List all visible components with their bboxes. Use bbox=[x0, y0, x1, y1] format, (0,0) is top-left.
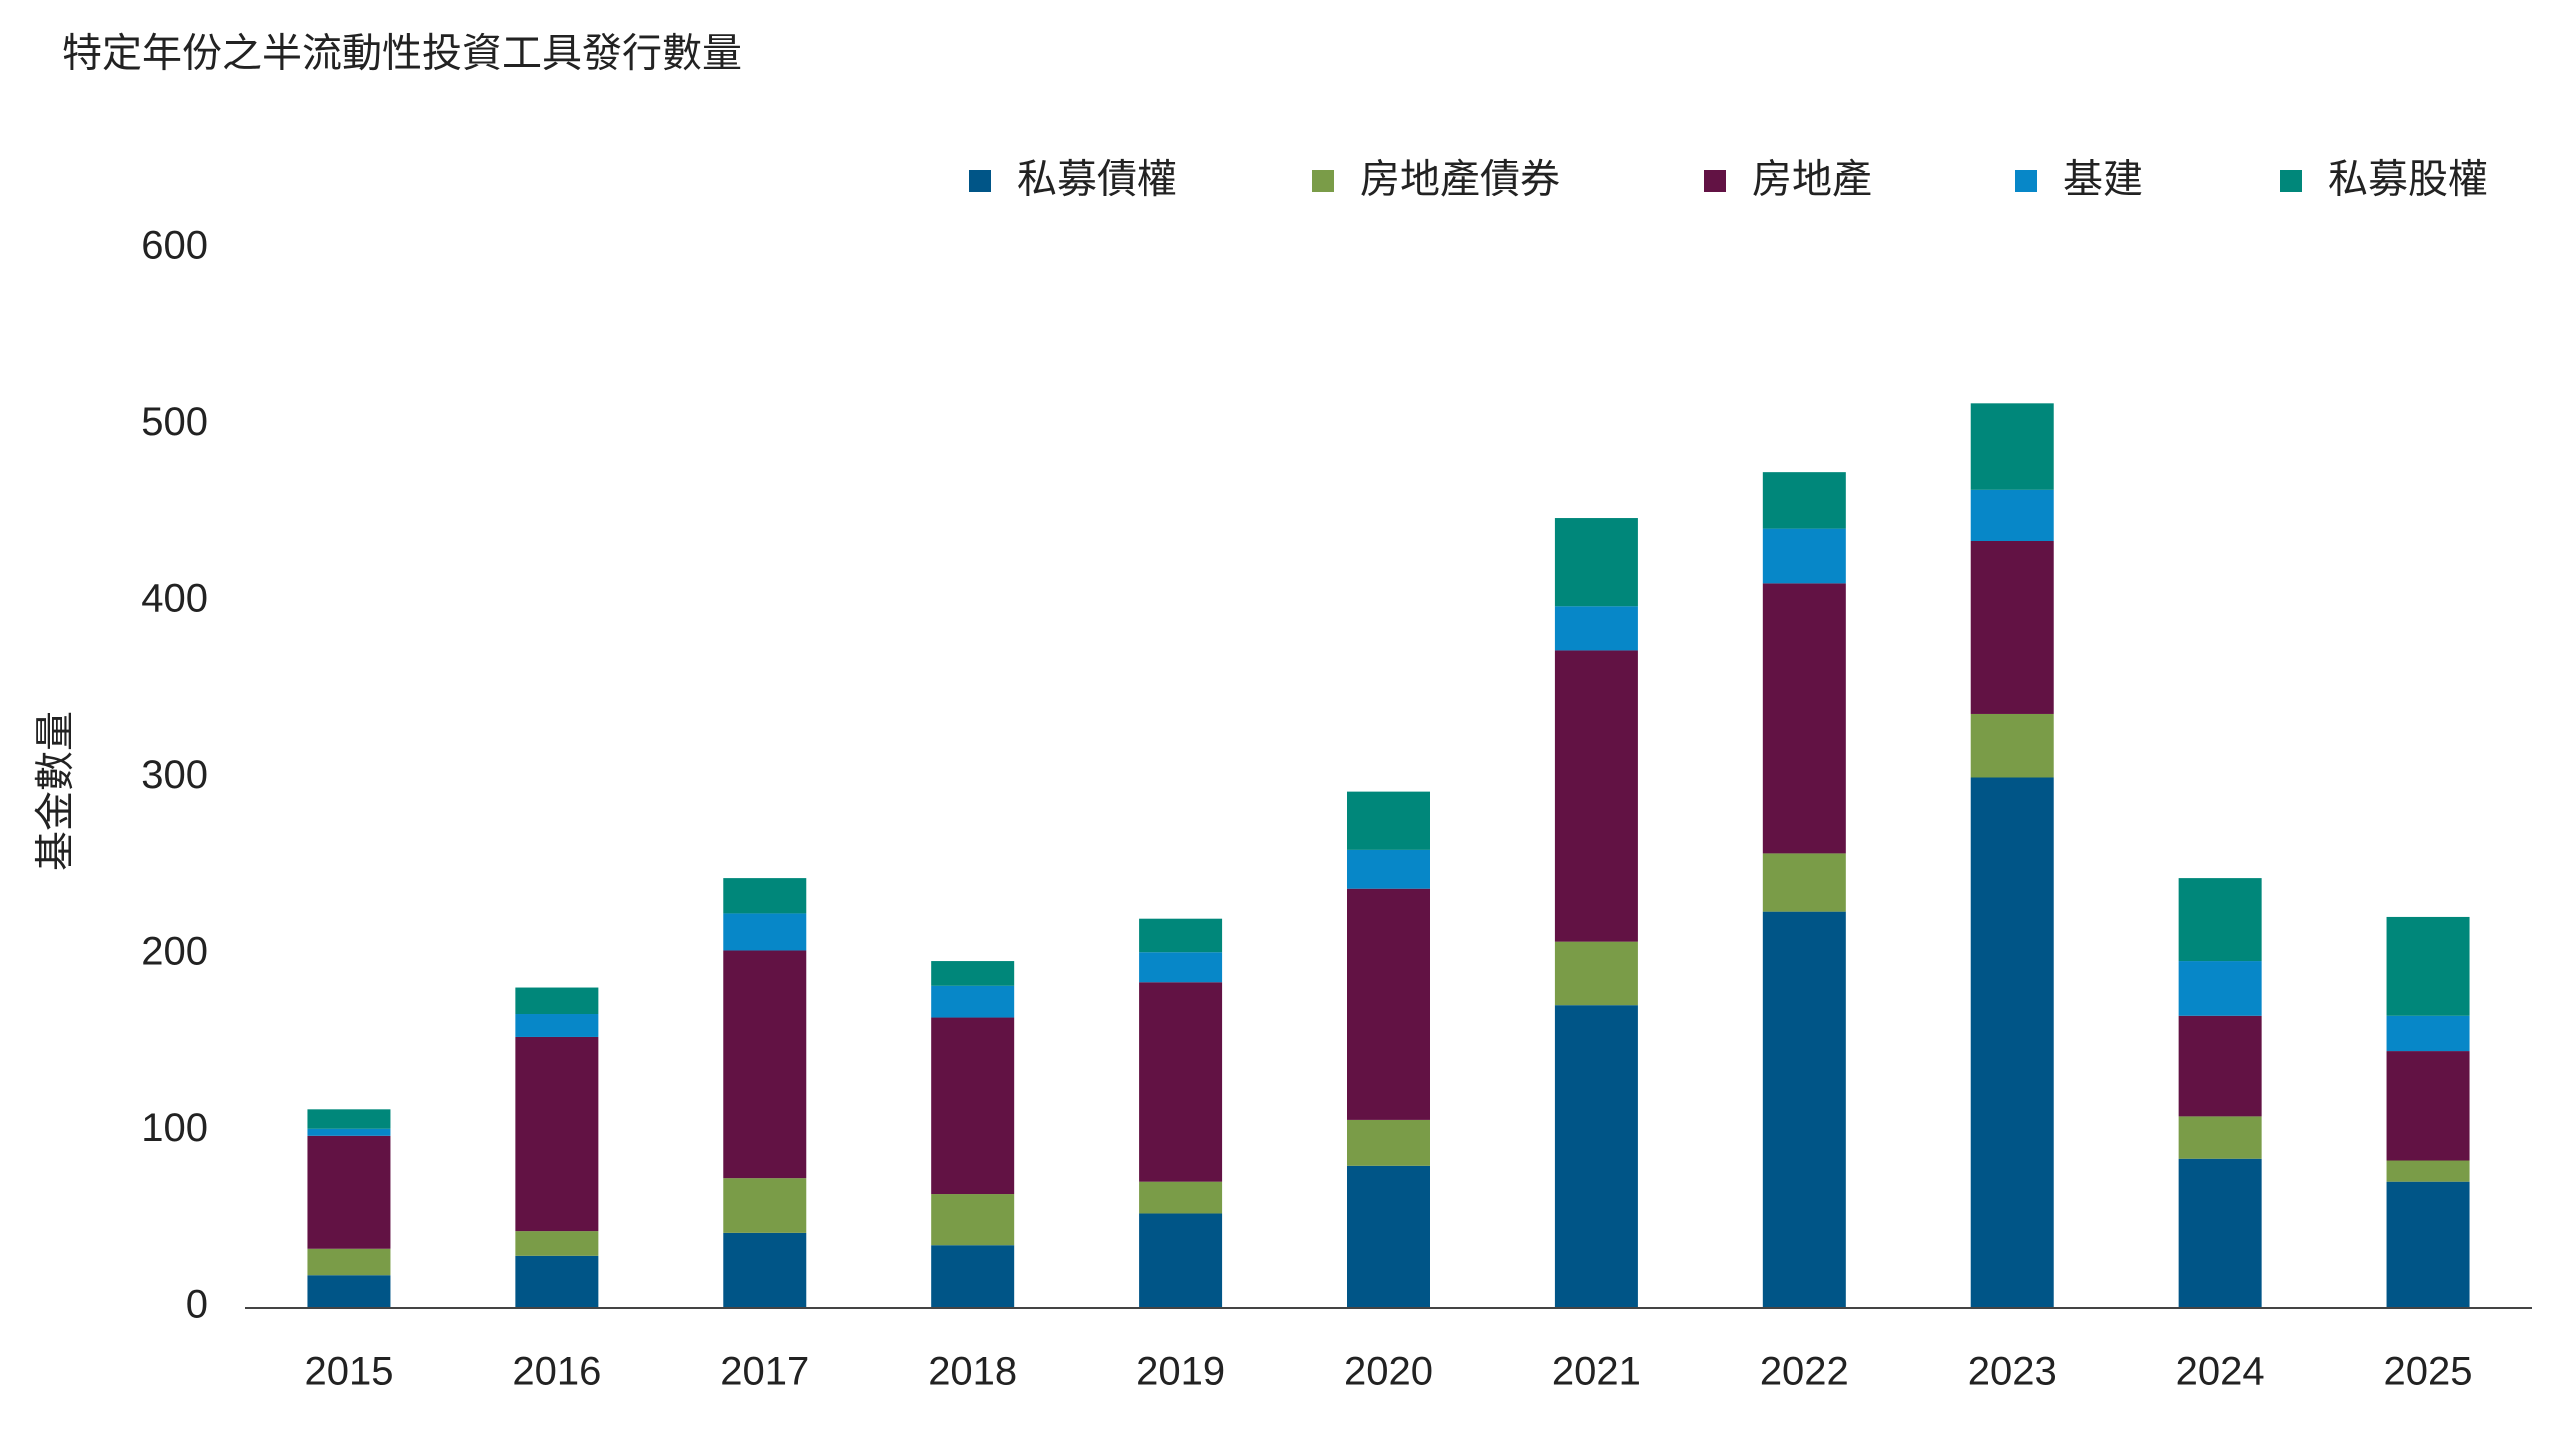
bar-segment bbox=[2178, 1116, 2262, 1159]
bar-segment bbox=[307, 1275, 391, 1307]
legend-swatch bbox=[2280, 170, 2302, 192]
bar-segment bbox=[931, 985, 1015, 1018]
bar-segment bbox=[307, 1128, 391, 1136]
chart-title: 特定年份之半流動性投資工具發行數量 bbox=[62, 32, 742, 76]
x-tick-label: 2021 bbox=[1552, 1350, 1641, 1394]
y-tick-label: 400 bbox=[141, 577, 208, 621]
bar-segment bbox=[1762, 853, 1846, 912]
bar-segment bbox=[1554, 941, 1638, 1006]
bar-segment bbox=[2178, 878, 2262, 962]
x-tick-label: 2016 bbox=[512, 1350, 601, 1394]
bar-segment bbox=[1762, 528, 1846, 584]
bar-segment bbox=[931, 1245, 1015, 1307]
legend-swatch bbox=[1704, 170, 1726, 192]
bar-segment bbox=[515, 1231, 599, 1256]
legend-swatch bbox=[969, 170, 991, 192]
y-tick-label: 500 bbox=[141, 400, 208, 444]
x-tick-label: 2015 bbox=[304, 1350, 393, 1394]
bar-segment bbox=[1762, 583, 1846, 854]
bar-segment bbox=[515, 1014, 599, 1037]
y-tick-label: 200 bbox=[141, 930, 208, 974]
bar-segment bbox=[2386, 1160, 2470, 1182]
bar-segment bbox=[2386, 1051, 2470, 1161]
bar-segment bbox=[1554, 518, 1638, 607]
x-tick-label: 2020 bbox=[1344, 1350, 1433, 1394]
legend-swatch bbox=[1312, 170, 1334, 192]
x-tick-label: 2024 bbox=[2176, 1350, 2265, 1394]
y-tick-label: 0 bbox=[186, 1283, 208, 1327]
bar-segment bbox=[931, 1194, 1015, 1246]
bar-segment bbox=[723, 1178, 807, 1233]
bar-segment bbox=[2178, 1015, 2262, 1117]
x-tick-label: 2025 bbox=[2384, 1350, 2473, 1394]
bar-segment bbox=[1970, 713, 2054, 778]
bar-segment bbox=[1970, 540, 2054, 714]
bar-segment bbox=[1139, 918, 1223, 953]
bar-segment bbox=[1347, 1119, 1430, 1166]
bar-segment bbox=[2386, 1015, 2470, 1052]
x-tick-label: 2022 bbox=[1760, 1350, 1849, 1394]
bar-segment bbox=[1970, 489, 2054, 541]
bar-segment bbox=[723, 950, 807, 1179]
bar-segment bbox=[1762, 472, 1846, 529]
bar-segment bbox=[1554, 650, 1638, 942]
legend-label: 私募債權 bbox=[1017, 158, 1177, 202]
legend-label: 基建 bbox=[2063, 158, 2143, 202]
bar-segment bbox=[1554, 606, 1638, 651]
legend-label: 房地產債券 bbox=[1360, 158, 1560, 202]
bar-segment bbox=[2386, 1181, 2470, 1307]
bar-segment bbox=[1347, 888, 1430, 1120]
bar-segment bbox=[1139, 952, 1223, 983]
bar-segment bbox=[723, 913, 807, 951]
bar-segment bbox=[723, 878, 807, 914]
legend-label: 房地產 bbox=[1752, 158, 1872, 202]
bar-segment bbox=[307, 1248, 391, 1276]
bar-segment bbox=[1347, 849, 1430, 889]
y-tick-label: 300 bbox=[141, 753, 208, 797]
bar-segment bbox=[1347, 1165, 1430, 1307]
bar-segment bbox=[723, 1232, 807, 1307]
y-axis-label: 基金數量 bbox=[34, 711, 78, 871]
bar-segment bbox=[2178, 961, 2262, 1016]
y-tick-label: 600 bbox=[141, 224, 208, 268]
bar-segment bbox=[307, 1135, 391, 1249]
bar-segment bbox=[1970, 403, 2054, 490]
legend-label: 私募股權 bbox=[2328, 158, 2488, 202]
bar-segment bbox=[1347, 791, 1430, 850]
bar-segment bbox=[1970, 777, 2054, 1307]
bar-segment bbox=[515, 1036, 599, 1232]
bar-segment bbox=[1139, 1181, 1223, 1214]
bar-segment bbox=[1139, 1213, 1223, 1307]
bar-segment bbox=[1762, 911, 1846, 1307]
bar-segment bbox=[1139, 982, 1223, 1182]
x-tick-label: 2018 bbox=[928, 1350, 1017, 1394]
bar-segment bbox=[515, 987, 599, 1015]
bar-segment bbox=[307, 1109, 391, 1129]
y-tick-label: 100 bbox=[141, 1106, 208, 1150]
bar-segment bbox=[931, 961, 1015, 986]
bar-segment bbox=[2386, 916, 2470, 1016]
x-tick-label: 2017 bbox=[720, 1350, 809, 1394]
x-tick-label: 2023 bbox=[1968, 1350, 2057, 1394]
bar-segment bbox=[1554, 1005, 1638, 1307]
x-tick-label: 2019 bbox=[1136, 1350, 1225, 1394]
bar-segment bbox=[515, 1255, 599, 1307]
bar-segment bbox=[2178, 1158, 2262, 1307]
legend-swatch bbox=[2015, 170, 2037, 192]
bar-segment bbox=[931, 1017, 1015, 1195]
